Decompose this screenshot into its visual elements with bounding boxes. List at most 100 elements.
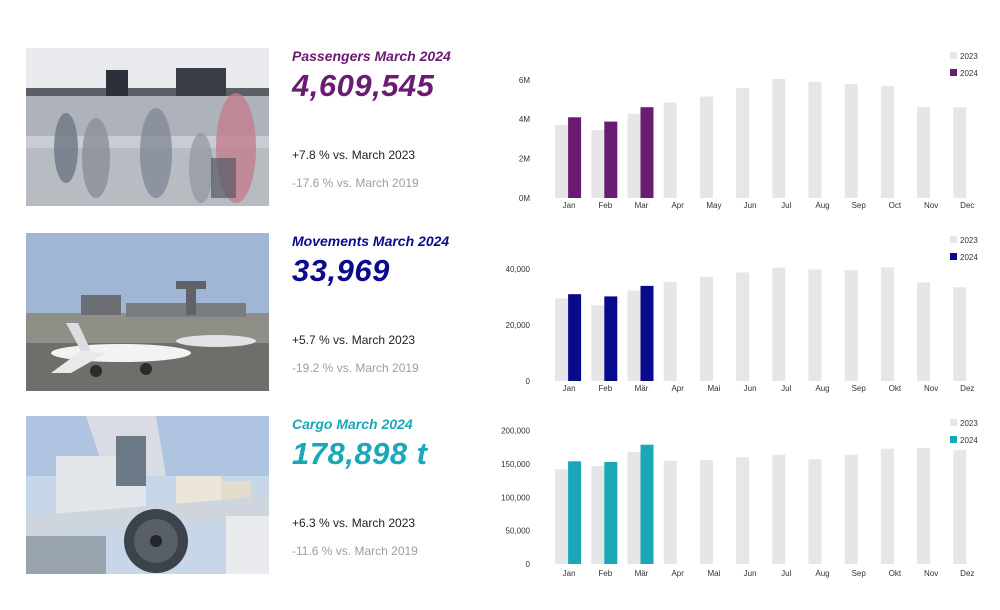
x-tick-label: Mai xyxy=(707,569,720,578)
x-tick-label: Jun xyxy=(744,384,757,393)
bar-2023-Jan xyxy=(555,125,569,198)
movements-panel: Movements March 2024 33,969 +5.7 % vs. M… xyxy=(0,233,1000,408)
x-tick-label: Aug xyxy=(815,384,829,393)
bar-2023-Jul xyxy=(772,267,786,381)
x-tick-label: Feb xyxy=(598,384,612,393)
bar-2024-Feb xyxy=(604,121,618,198)
bar-2024-Mär xyxy=(640,285,654,381)
kpi-delta-previous-year: +5.7 % vs. March 2023 xyxy=(292,333,416,347)
cargo-kpi: Cargo March 2024 178,898 t +6.3 % vs. Ma… xyxy=(292,416,492,558)
x-tick-label: Jul xyxy=(781,384,791,393)
bar-2023-Jun xyxy=(736,457,750,564)
bar-2023-Okt xyxy=(880,267,894,381)
x-tick-label: Dez xyxy=(960,569,974,578)
bar-2023-Nov xyxy=(917,107,931,198)
bar-2023-Jun xyxy=(736,88,750,198)
x-tick-label: Sep xyxy=(852,201,867,210)
bar-2024-Mar xyxy=(640,107,654,198)
x-tick-label: Apr xyxy=(671,201,684,210)
x-tick-label: Jan xyxy=(563,201,576,210)
kpi-delta-previous-year: +7.8 % vs. March 2023 xyxy=(292,148,416,162)
y-tick-label: 40,000 xyxy=(506,265,531,274)
x-tick-label: Apr xyxy=(671,384,684,393)
legend-swatch-2024 xyxy=(950,69,957,76)
bar-2023-Aug xyxy=(808,81,822,198)
bar-2023-Dez xyxy=(953,450,967,564)
bar-2023-Apr xyxy=(663,460,677,564)
legend-swatch-2023 xyxy=(950,419,957,426)
bar-2024-Mär xyxy=(640,444,654,564)
x-tick-label: Jun xyxy=(744,569,757,578)
bar-2023-Jul xyxy=(772,78,786,198)
x-tick-label: Mär xyxy=(635,569,649,578)
movements-kpi: Movements March 2024 33,969 +5.7 % vs. M… xyxy=(292,233,492,375)
kpi-delta-2019: -17.6 % vs. March 2019 xyxy=(292,176,419,190)
passengers-chart: 0M 2M 4M 6M Jan Feb Mar Apr May Jun Jul Aug Sep Oct No… xyxy=(490,48,980,223)
x-tick-label: May xyxy=(706,201,721,210)
bar-2023-Dec xyxy=(953,107,967,198)
x-tick-label: Feb xyxy=(598,201,612,210)
kpi-title: Cargo March 2024 xyxy=(292,416,413,432)
bar-2023-Dez xyxy=(953,287,967,381)
y-tick-label: 2M xyxy=(519,155,530,164)
x-tick-label: Feb xyxy=(598,569,612,578)
bar-2023-Sep xyxy=(844,454,858,564)
legend-label: 2024 xyxy=(960,436,978,445)
bar-2023-Okt xyxy=(880,448,894,564)
x-tick-label: Sep xyxy=(852,569,867,578)
x-tick-label: Oct xyxy=(889,201,902,210)
x-tick-label: Jul xyxy=(781,201,791,210)
y-tick-label: 150,000 xyxy=(501,460,530,469)
kpi-delta-2019: -19.2 % vs. March 2019 xyxy=(292,361,419,375)
bar-2023-Aug xyxy=(808,459,822,564)
y-tick-label: 6M xyxy=(519,76,530,85)
y-tick-label: 0 xyxy=(526,560,531,569)
bar-2023-Jul xyxy=(772,454,786,564)
y-tick-label: 0 xyxy=(526,377,531,386)
kpi-value: 178,898 t xyxy=(292,436,428,471)
x-tick-label: Jul xyxy=(781,569,791,578)
kpi-value: 4,609,545 xyxy=(292,68,435,103)
bar-2023-Mär xyxy=(627,290,641,381)
x-tick-label: Okt xyxy=(889,569,902,578)
legend-label: 2024 xyxy=(960,253,978,262)
x-tick-label: Apr xyxy=(671,569,684,578)
bar-2023-Apr xyxy=(663,102,677,198)
bar-2023-Mär xyxy=(627,452,641,564)
bar-2023-Sep xyxy=(844,270,858,381)
y-tick-label: 0M xyxy=(519,194,530,203)
x-tick-label: Aug xyxy=(815,569,829,578)
legend-swatch-2023 xyxy=(950,236,957,243)
cargo-panel: Cargo March 2024 178,898 t +6.3 % vs. Ma… xyxy=(0,416,1000,591)
bar-2024-Feb xyxy=(604,296,618,381)
y-tick-label: 4M xyxy=(519,115,530,124)
x-tick-label: Okt xyxy=(889,384,902,393)
cargo-loading-photo xyxy=(26,416,269,574)
passengers-panel: Passengers March 2024 4,609,545 +7.8 % v… xyxy=(0,48,1000,223)
bar-2023-Apr xyxy=(663,281,677,381)
kpi-title: Passengers March 2024 xyxy=(292,48,451,64)
legend-label: 2023 xyxy=(960,52,978,61)
bar-2023-Feb xyxy=(591,466,605,564)
bar-2024-Feb xyxy=(604,462,618,564)
x-tick-label: Jan xyxy=(563,384,576,393)
y-tick-label: 200,000 xyxy=(501,427,530,436)
bar-2023-Jan xyxy=(555,298,569,381)
legend-label: 2023 xyxy=(960,419,978,428)
legend-label: 2024 xyxy=(960,69,978,78)
bar-2023-Sep xyxy=(844,84,858,198)
legend-label: 2023 xyxy=(960,236,978,245)
bar-2023-Nov xyxy=(917,448,931,564)
x-tick-label: Jan xyxy=(563,569,576,578)
bar-2023-Oct xyxy=(880,86,894,198)
bar-2023-Feb xyxy=(591,130,605,198)
legend-swatch-2024 xyxy=(950,253,957,260)
y-tick-label: 20,000 xyxy=(506,321,531,330)
bar-2023-Mai xyxy=(699,460,713,564)
bar-2024-Jan xyxy=(568,461,582,564)
bar-2023-May xyxy=(699,96,713,198)
kpi-delta-previous-year: +6.3 % vs. March 2023 xyxy=(292,516,416,530)
bar-2024-Jan xyxy=(568,117,582,198)
bar-2023-Feb xyxy=(591,305,605,381)
x-tick-label: Dez xyxy=(960,384,974,393)
